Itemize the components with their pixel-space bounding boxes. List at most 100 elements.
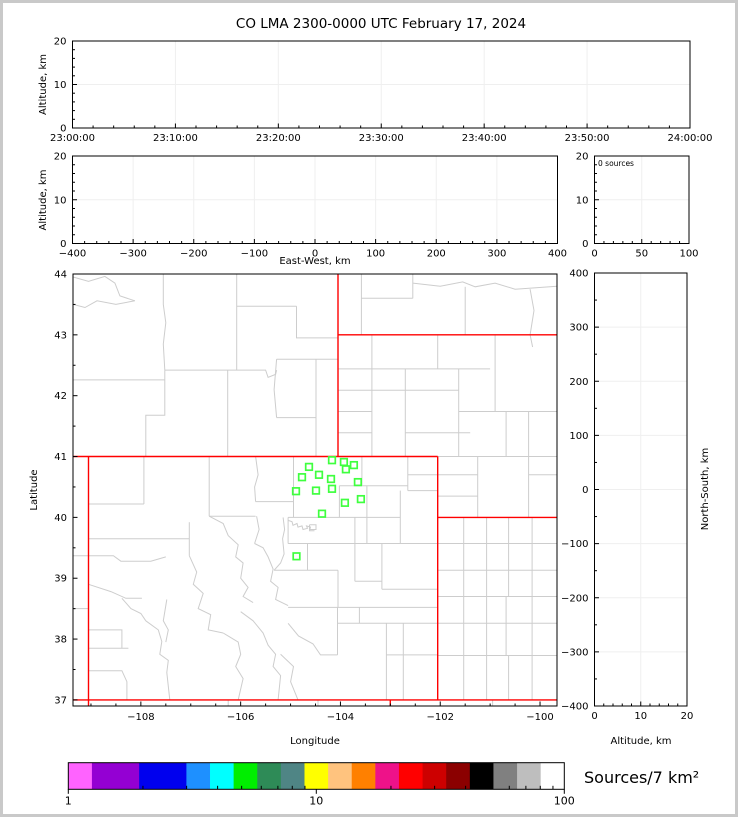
colorbar-segment (68, 762, 93, 790)
y-tick-label: 43 (54, 330, 67, 341)
x-tick-label: 23:10:00 (153, 133, 198, 144)
x-tick-label: 23:50:00 (565, 133, 610, 144)
county-boundary (162, 274, 167, 371)
colorbar-segment (328, 762, 353, 790)
colorbar-segment (351, 762, 376, 790)
map-border (72, 273, 558, 707)
y-tick-label: 10 (576, 195, 589, 206)
colorbar-segment (139, 762, 164, 790)
lma-station-marker (353, 477, 363, 487)
lma-station-marker (291, 487, 301, 496)
x-tick-label: 200 (427, 249, 446, 260)
colorbar-title: Sources/7 km² (584, 768, 699, 787)
y-tick-label: 20 (54, 152, 67, 163)
y-tick-label: 20 (576, 152, 589, 163)
y-tick-label: 400 (569, 269, 588, 280)
county-boundary (273, 517, 286, 571)
y-tick-label: −200 (561, 593, 588, 604)
county-boundary (88, 583, 142, 599)
county-boundary (505, 517, 510, 700)
x-tick-label: 10 (634, 711, 647, 722)
y-tick-label: 39 (54, 574, 67, 585)
x-tick-label: −400 (59, 249, 86, 260)
colorbar-tick-label: 100 (554, 794, 575, 807)
x-tick-label: 50 (635, 249, 648, 260)
county-boundary (164, 369, 278, 379)
x-tick-label: −100 (241, 249, 268, 260)
x-tick-label: 24:00:00 (668, 133, 713, 144)
colorbar-segment (446, 762, 471, 790)
y-tick-label: 40 (54, 513, 67, 524)
x-tick-label: −104 (327, 712, 354, 723)
y-tick-label: 0 (60, 239, 66, 250)
county-boundary (240, 611, 282, 700)
colorbar-segment (186, 762, 211, 790)
county-boundary (145, 370, 166, 457)
lma-station-marker (341, 465, 351, 474)
colorbar-tick-label: 10 (309, 794, 323, 807)
colorbar-segment (115, 762, 140, 790)
y-tick-label: 0 (582, 239, 588, 250)
colorbar-segment (517, 762, 542, 790)
county-boundary (529, 289, 535, 348)
county-boundary (296, 306, 338, 339)
y-axis-label-ns-height: North-South, km (700, 448, 711, 531)
colorbar-segment (304, 762, 329, 790)
y-tick-label: −400 (561, 702, 588, 713)
y-tick-label: 10 (54, 80, 67, 91)
colorbar-tick-label: 1 (65, 794, 72, 807)
x-tick-label: −100 (526, 712, 553, 723)
x-tick-label: −102 (427, 712, 454, 723)
county-boundary (412, 281, 557, 290)
county-boundary (222, 632, 244, 701)
county-boundary (208, 515, 254, 604)
y-tick-label: 38 (54, 635, 67, 646)
y-axis-label-map: Latitude (29, 469, 40, 510)
y-tick-label: −300 (561, 647, 588, 658)
y-tick-label: 0 (582, 485, 588, 496)
y-tick-label: 200 (569, 377, 588, 388)
county-boundary (145, 620, 171, 700)
x-tick-label: 23:00:00 (50, 133, 95, 144)
county-boundary (287, 519, 315, 532)
y-tick-label: 0 (60, 124, 66, 135)
x-tick-label: −106 (227, 712, 254, 723)
lma-station-marker (314, 470, 324, 479)
x-tick-label: 23:30:00 (359, 133, 404, 144)
colorbar-segment (257, 762, 282, 790)
colorbar-segment (398, 762, 424, 790)
county-boundary (273, 359, 278, 418)
map-layer (73, 274, 557, 706)
county-boundary (88, 670, 128, 700)
y-tick-label: 42 (54, 391, 67, 402)
county-boundary (254, 516, 260, 544)
y-axis-label-ew-height: Altitude, km (38, 170, 49, 231)
y-tick-label: 20 (54, 37, 67, 48)
y-tick-label: −100 (561, 539, 588, 550)
x-axis-label-ns-height: Altitude, km (611, 736, 672, 747)
x-tick-label: 0 (312, 249, 318, 260)
lma-station-marker (340, 498, 350, 507)
y-tick-label: 41 (54, 452, 67, 463)
lma-station-marker (292, 552, 301, 561)
lma-station-marker (311, 486, 321, 495)
lma-station-marker (327, 484, 337, 493)
x-tick-label: 0 (591, 249, 597, 260)
colorbar-segment (162, 762, 187, 790)
x-tick-label: 100 (679, 249, 698, 260)
y-axis-label-time-height: Altitude, km (38, 54, 49, 115)
colorbar-segment (540, 762, 565, 790)
county-boundary (309, 524, 317, 530)
county-boundary (254, 456, 259, 502)
lma-station-marker (326, 474, 336, 484)
x-tick-label: 100 (366, 249, 385, 260)
x-tick-label: −108 (127, 712, 154, 723)
county-boundary (73, 275, 136, 309)
chart-title: CO LMA 2300-0000 UTC February 17, 2024 (236, 16, 526, 32)
colorbar-segment (469, 762, 495, 790)
colorbar-segment (422, 762, 447, 790)
x-tick-label: 0 (591, 711, 597, 722)
x-tick-label: −200 (180, 249, 207, 260)
county-boundary (162, 599, 169, 643)
y-tick-label: 300 (569, 323, 588, 334)
